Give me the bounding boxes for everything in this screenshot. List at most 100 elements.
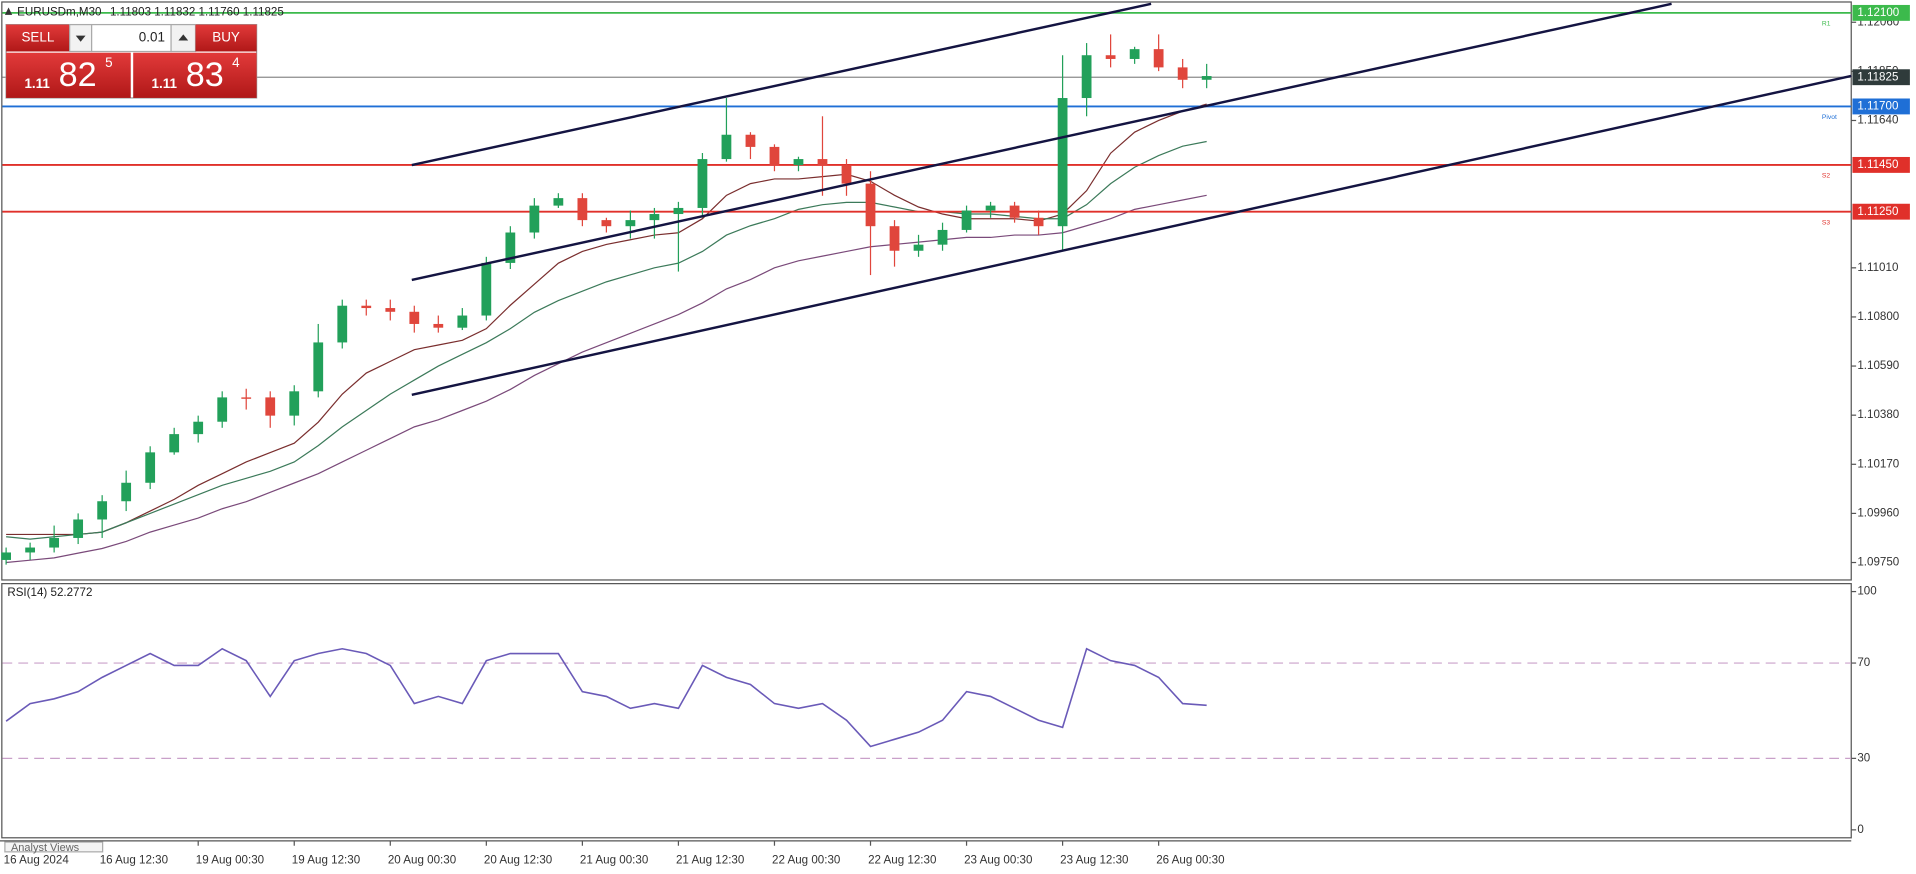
- y-tick-label: 1.10800: [1857, 310, 1899, 323]
- candle-body: [529, 205, 540, 233]
- x-tick-label: 19 Aug 00:30: [196, 853, 264, 866]
- candle-body: [1057, 98, 1068, 227]
- level-tag-box: [1852, 98, 1910, 115]
- candle-body: [145, 452, 156, 483]
- level-label: 1.11700: [1857, 100, 1898, 113]
- x-tick-label: 20 Aug 12:30: [484, 853, 552, 866]
- candle-body: [505, 232, 516, 263]
- candle-body: [217, 397, 228, 422]
- candle-body: [1081, 55, 1092, 99]
- volume-input[interactable]: [91, 23, 172, 53]
- candle-body: [1201, 76, 1212, 80]
- candle-body: [241, 397, 252, 399]
- sell-price-small: 5: [105, 55, 112, 70]
- buy-button[interactable]: [195, 24, 257, 52]
- x-tick-label: 21 Aug 00:30: [580, 853, 648, 866]
- labels: 1.120601.118501.116401.110101.108001.105…: [4, 4, 1910, 866]
- rsi-panel: [1, 583, 1852, 839]
- level-name: Pivot: [1822, 114, 1837, 121]
- candle-body: [841, 165, 852, 184]
- candle-body: [1009, 205, 1020, 218]
- trade-panel: SELL 0.01 BUY 1.11 82 5 1.11 83 4: [5, 23, 258, 99]
- candle-body: [337, 305, 348, 343]
- candle-body: [1129, 49, 1140, 59]
- candle-body: [385, 308, 396, 312]
- footer-tab[interactable]: [4, 841, 104, 853]
- candle-body: [73, 519, 84, 538]
- y-tick-label: 100: [1857, 585, 1876, 598]
- sell-price-main: 82: [59, 56, 97, 94]
- candle-body: [289, 391, 300, 416]
- candle-body: [1, 552, 11, 560]
- candle-body: [25, 547, 36, 553]
- marks: [1, 11, 1857, 846]
- x-tick-label: 16 Aug 12:30: [100, 853, 168, 866]
- moving-average: [6, 194, 1207, 564]
- x-tick-label: 26 Aug 00:30: [1156, 853, 1224, 866]
- sell-price-box[interactable]: [6, 52, 131, 98]
- trendline: [411, 2, 1152, 167]
- sell-button[interactable]: [6, 24, 70, 52]
- buy-price-small: 4: [232, 55, 240, 70]
- candle-body: [961, 210, 972, 230]
- candle-body: [721, 134, 732, 160]
- y-tick-label: 1.10170: [1857, 457, 1899, 470]
- candle-body: [625, 220, 636, 227]
- level-tag-box: [1852, 4, 1910, 21]
- candle-body: [889, 226, 900, 251]
- level-label: 1.12100: [1857, 6, 1899, 19]
- candle-body: [673, 207, 684, 215]
- ohlc-readout: 1.11803 1.11832 1.11760 1.11825: [110, 5, 284, 18]
- level-label: 1.11250: [1857, 205, 1898, 218]
- level-tag-box: [1852, 203, 1910, 220]
- candle-body: [457, 315, 468, 328]
- candle-body: [601, 220, 612, 227]
- candle-body: [1033, 217, 1044, 227]
- candle-body: [913, 244, 924, 251]
- candle-body: [481, 262, 492, 316]
- x-tick-label: 22 Aug 00:30: [772, 853, 840, 866]
- level-name: S2: [1822, 173, 1830, 180]
- down-arrow: [75, 35, 86, 42]
- candle-body: [169, 434, 180, 453]
- candle-body: [817, 159, 828, 166]
- x-tick-label: 23 Aug 00:30: [964, 853, 1032, 866]
- buy-price-box[interactable]: [133, 52, 257, 98]
- x-tick-label: 20 Aug 00:30: [388, 853, 456, 866]
- y-tick-label: 1.11010: [1857, 261, 1898, 274]
- candle-body: [1153, 49, 1164, 68]
- candle-body: [409, 311, 420, 324]
- candle-body: [745, 134, 756, 147]
- buy-label[interactable]: BUY: [212, 30, 240, 45]
- candle-body: [769, 146, 780, 166]
- volume-value[interactable]: 0.01: [139, 30, 165, 45]
- candle-body: [1177, 67, 1188, 80]
- candle-body: [793, 159, 804, 166]
- rsi-line: [5, 647, 1207, 748]
- level-label: 1.11450: [1857, 158, 1898, 171]
- candle-body: [193, 421, 204, 435]
- x-tick-label: 19 Aug 12:30: [292, 853, 360, 866]
- y-tick-label: 1.09960: [1857, 506, 1899, 519]
- trendline: [411, 74, 1852, 397]
- sell-label[interactable]: SELL: [21, 30, 54, 45]
- level-label: 1.11825: [1857, 70, 1898, 83]
- collapse-icon[interactable]: [4, 7, 13, 15]
- footer-tab-label[interactable]: Analyst Views: [11, 842, 80, 854]
- moving-average: [6, 103, 1207, 536]
- x-tick-label: 16 Aug 2024: [4, 853, 70, 866]
- y-tick-label: 1.10380: [1857, 408, 1899, 421]
- symbol-title: EURUSDm,M30: [17, 5, 101, 18]
- x-tick-label: 21 Aug 12:30: [676, 853, 744, 866]
- y-tick-label: 0: [1857, 823, 1863, 836]
- level-name: S3: [1822, 219, 1830, 226]
- candle-body: [937, 229, 948, 245]
- candle-body: [265, 397, 276, 416]
- buy-price-main: 83: [186, 56, 224, 94]
- y-tick-label: 1.09750: [1857, 556, 1899, 569]
- trendline: [411, 2, 1672, 282]
- x-tick-label: 22 Aug 12:30: [868, 853, 936, 866]
- price-panel: [1, 1, 1852, 581]
- candle-body: [49, 537, 60, 548]
